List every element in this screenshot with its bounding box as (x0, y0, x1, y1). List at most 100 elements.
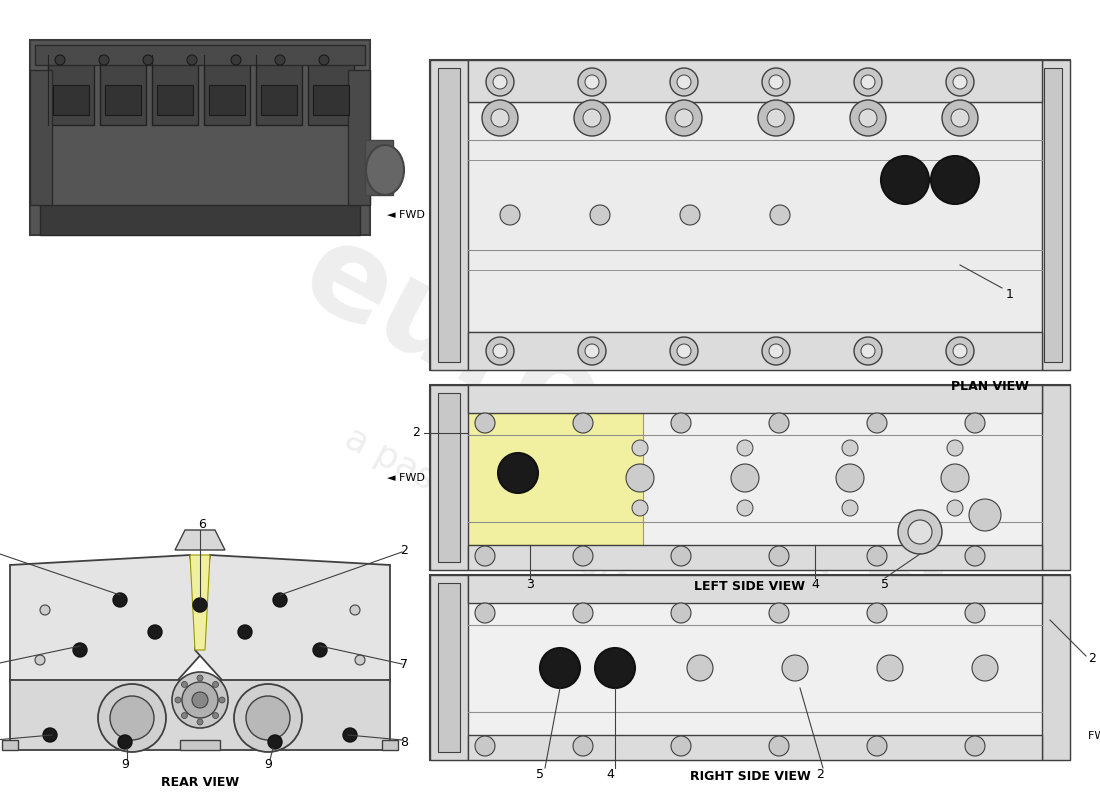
Circle shape (942, 100, 978, 136)
Circle shape (671, 546, 691, 566)
Bar (438, 68, 460, 362)
Text: 5: 5 (881, 578, 889, 590)
Text: 9: 9 (121, 758, 129, 771)
Circle shape (671, 413, 691, 433)
Circle shape (854, 68, 882, 96)
Circle shape (475, 603, 495, 623)
Circle shape (482, 100, 518, 136)
Circle shape (946, 68, 974, 96)
Circle shape (769, 344, 783, 358)
Circle shape (73, 643, 87, 657)
Circle shape (632, 500, 648, 516)
Circle shape (842, 440, 858, 456)
Circle shape (172, 672, 228, 728)
Bar (468, 735, 1042, 760)
Circle shape (192, 692, 208, 708)
Text: 5: 5 (536, 767, 544, 781)
Circle shape (143, 55, 153, 65)
Circle shape (486, 337, 514, 365)
Circle shape (197, 719, 204, 725)
Circle shape (99, 55, 109, 65)
Circle shape (952, 109, 969, 127)
Circle shape (540, 648, 580, 688)
Circle shape (585, 344, 600, 358)
Circle shape (187, 55, 197, 65)
Circle shape (219, 697, 225, 703)
Bar (100, 55, 146, 125)
Text: FWD ►: FWD ► (1088, 731, 1100, 741)
Circle shape (758, 100, 794, 136)
Circle shape (953, 344, 967, 358)
Circle shape (98, 684, 166, 752)
Polygon shape (175, 530, 226, 550)
Text: 1: 1 (1006, 289, 1014, 302)
Bar (468, 575, 1042, 603)
Text: REAR VIEW: REAR VIEW (161, 775, 239, 789)
Circle shape (246, 696, 290, 740)
Circle shape (493, 75, 507, 89)
Circle shape (498, 453, 538, 493)
Circle shape (590, 205, 610, 225)
Circle shape (632, 440, 648, 456)
Circle shape (475, 413, 495, 433)
Circle shape (573, 413, 593, 433)
Circle shape (182, 682, 218, 718)
Circle shape (626, 464, 654, 492)
Bar (1042, 385, 1070, 570)
Circle shape (861, 75, 875, 89)
Circle shape (670, 337, 698, 365)
Circle shape (881, 156, 930, 204)
Bar (152, 55, 198, 125)
Circle shape (268, 735, 282, 749)
Circle shape (762, 68, 790, 96)
Polygon shape (10, 680, 390, 750)
Circle shape (583, 109, 601, 127)
Circle shape (491, 109, 509, 127)
Bar (1042, 60, 1070, 370)
Circle shape (675, 109, 693, 127)
Bar (365, 140, 393, 195)
Circle shape (867, 603, 887, 623)
Bar (430, 60, 1070, 370)
Bar (30, 40, 370, 235)
Text: 2: 2 (400, 543, 408, 557)
Bar (204, 55, 250, 125)
Bar (314, 85, 349, 115)
Circle shape (182, 682, 187, 687)
Text: ◄ FWD: ◄ FWD (387, 473, 425, 483)
Circle shape (671, 603, 691, 623)
Bar (430, 575, 1070, 760)
Circle shape (671, 736, 691, 756)
Circle shape (767, 109, 785, 127)
Circle shape (867, 413, 887, 433)
Bar (53, 85, 89, 115)
Circle shape (972, 655, 998, 681)
Bar (35, 45, 365, 65)
Bar (209, 85, 245, 115)
Circle shape (573, 736, 593, 756)
Circle shape (500, 205, 520, 225)
Circle shape (475, 736, 495, 756)
Circle shape (940, 464, 969, 492)
Text: PLAN VIEW: PLAN VIEW (952, 379, 1028, 393)
Bar (104, 85, 141, 115)
Circle shape (947, 440, 962, 456)
Circle shape (343, 728, 358, 742)
Circle shape (275, 55, 285, 65)
Text: 4: 4 (811, 578, 818, 590)
Bar (180, 740, 220, 750)
Circle shape (273, 593, 287, 607)
Circle shape (212, 682, 219, 687)
Bar (468, 385, 1042, 413)
Circle shape (737, 500, 754, 516)
Circle shape (732, 464, 759, 492)
Bar (48, 55, 94, 125)
Circle shape (40, 605, 49, 615)
Circle shape (908, 520, 932, 544)
Circle shape (850, 100, 886, 136)
Circle shape (578, 68, 606, 96)
Circle shape (234, 684, 302, 752)
Bar (430, 575, 468, 760)
Text: 2: 2 (816, 767, 824, 781)
Bar (468, 332, 1042, 370)
